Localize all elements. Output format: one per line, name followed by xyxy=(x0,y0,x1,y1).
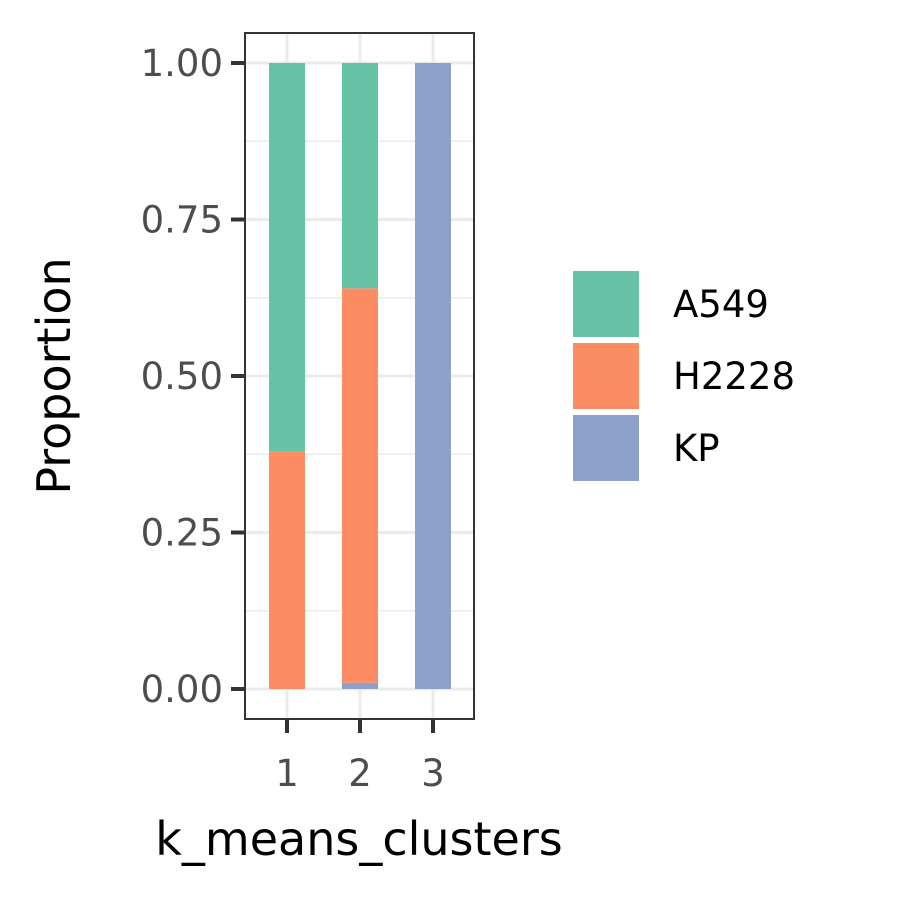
bar-segment-h2228-cluster-2 xyxy=(342,288,378,683)
bar-segment-a549-cluster-1 xyxy=(269,63,305,452)
y-axis-title: Proportion xyxy=(27,257,81,494)
legend-label-a549: A549 xyxy=(673,283,769,326)
bars-layer xyxy=(269,63,451,689)
bar-segment-kp-cluster-3 xyxy=(415,63,451,689)
y-tick-label: 0.00 xyxy=(141,668,223,711)
bar-segment-kp-cluster-2 xyxy=(342,682,378,689)
y-tick-label: 0.25 xyxy=(141,512,223,555)
bar-segment-a549-cluster-2 xyxy=(342,63,378,289)
legend-label-h2228: H2228 xyxy=(673,355,795,398)
legend-key-a549 xyxy=(573,271,639,337)
legend: A549 H2228 KP xyxy=(573,271,795,481)
x-tick-label: 1 xyxy=(275,752,299,795)
axes-layer: 0.00 0.25 0.50 0.75 1.00 1 2 3 xyxy=(141,42,445,795)
x-tick-label: 3 xyxy=(421,752,445,795)
y-tick-label: 1.00 xyxy=(141,42,223,85)
legend-label-kp: KP xyxy=(673,427,720,470)
legend-key-kp xyxy=(573,415,639,481)
legend-key-h2228 xyxy=(573,343,639,409)
x-axis-title: k_means_clusters xyxy=(155,812,562,866)
y-tick-label: 0.75 xyxy=(141,199,223,242)
y-tick-label: 0.50 xyxy=(141,355,223,398)
x-tick-label: 2 xyxy=(348,752,372,795)
bar-segment-h2228-cluster-1 xyxy=(269,451,305,689)
